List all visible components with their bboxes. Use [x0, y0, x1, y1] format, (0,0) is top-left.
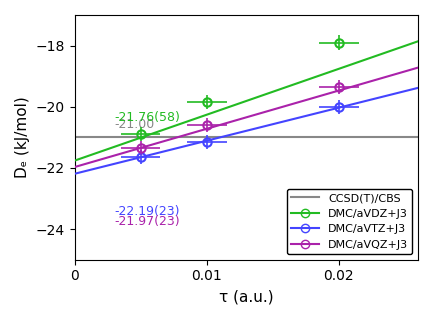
Text: -21.97(23): -21.97(23): [114, 215, 180, 227]
Text: -21.00: -21.00: [114, 118, 155, 131]
Y-axis label: Dₑ (kJ/mol): Dₑ (kJ/mol): [15, 96, 30, 178]
Legend: CCSD(T)/CBS, DMC/aVDZ+J3, DMC/aVTZ+J3, DMC/aVQZ+J3: CCSD(T)/CBS, DMC/aVDZ+J3, DMC/aVTZ+J3, D…: [287, 189, 413, 254]
Text: -22.19(23): -22.19(23): [114, 205, 180, 219]
X-axis label: τ (a.u.): τ (a.u.): [219, 289, 274, 304]
Text: -21.76(58): -21.76(58): [114, 111, 180, 124]
